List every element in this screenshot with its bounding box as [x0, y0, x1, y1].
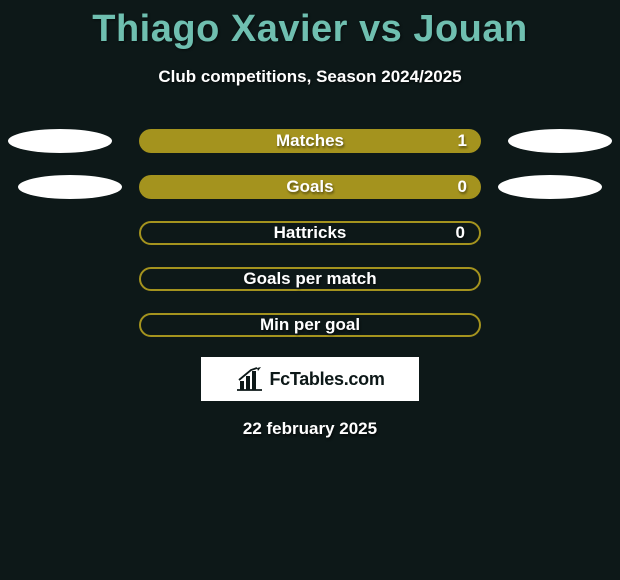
stat-label: Matches	[276, 131, 344, 151]
stat-bar: Goals 0	[139, 175, 481, 199]
date-text: 22 february 2025	[0, 419, 620, 439]
stat-label: Hattricks	[274, 223, 347, 243]
stat-row-matches: Matches 1	[0, 129, 620, 153]
right-ellipse	[508, 129, 612, 153]
stat-value-right: 0	[456, 223, 465, 243]
stat-row-goals: Goals 0	[0, 175, 620, 199]
stat-label: Min per goal	[260, 315, 360, 335]
branding-box[interactable]: FcTables.com	[201, 357, 419, 401]
stat-row-min-per-goal: Min per goal	[0, 313, 620, 337]
bar-chart-icon	[235, 367, 263, 391]
branding-text: FcTables.com	[269, 369, 384, 390]
stat-bar: Goals per match	[139, 267, 481, 291]
page-title: Thiago Xavier vs Jouan	[0, 0, 620, 51]
stat-bar: Hattricks 0	[139, 221, 481, 245]
stat-value-right: 0	[458, 177, 467, 197]
stat-bar: Matches 1	[139, 129, 481, 153]
stats-container: Matches 1 Goals 0 Hattricks 0 Goals per …	[0, 129, 620, 337]
left-ellipse	[18, 175, 122, 199]
stat-value-right: 1	[458, 131, 467, 151]
left-ellipse	[8, 129, 112, 153]
stat-label: Goals per match	[243, 269, 376, 289]
stat-label: Goals	[286, 177, 333, 197]
right-ellipse	[498, 175, 602, 199]
stat-row-hattricks: Hattricks 0	[0, 221, 620, 245]
stat-row-goals-per-match: Goals per match	[0, 267, 620, 291]
subtitle: Club competitions, Season 2024/2025	[0, 67, 620, 87]
stat-bar: Min per goal	[139, 313, 481, 337]
